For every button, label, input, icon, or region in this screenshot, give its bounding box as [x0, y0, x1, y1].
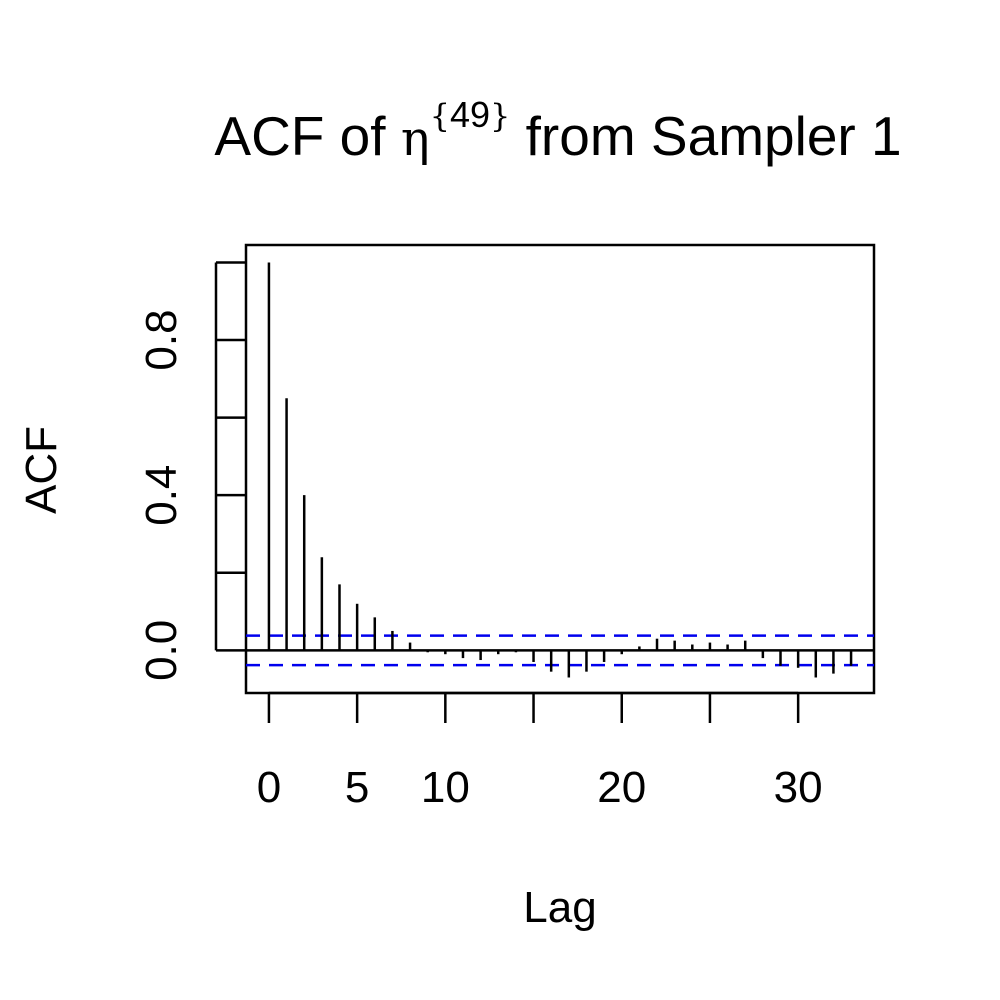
x-tick-label-0: 0 — [257, 763, 281, 812]
x-tick-label-5: 5 — [345, 763, 369, 812]
y-tick-label-0.4: 0.4 — [137, 465, 186, 526]
x-axis-label: Lag — [523, 883, 596, 932]
confidence-bounds — [246, 634, 874, 667]
x-axis: 0 5 10 20 30 — [257, 691, 823, 812]
acf-bars — [267, 262, 853, 678]
title-suffix: from Sampler 1 — [510, 105, 901, 167]
title-brace-close: } — [490, 97, 510, 135]
x-tick-label-10: 10 — [421, 763, 470, 812]
title-eta-symbol: η — [401, 111, 430, 167]
y-tick-label-0: 0.0 — [137, 620, 186, 681]
title-superscript: 49 — [450, 94, 490, 135]
title-brace-open: { — [430, 97, 450, 135]
y-tick-label-0.8: 0.8 — [137, 309, 186, 370]
title-prefix: ACF of — [214, 105, 400, 167]
y-axis: 0.0 0.4 0.8 — [137, 261, 246, 681]
x-tick-label-30: 30 — [774, 763, 823, 812]
y-axis-label: ACF — [17, 426, 66, 514]
chart-title: ACF of η{49} from Sampler 1 — [214, 94, 901, 167]
x-tick-label-20: 20 — [597, 763, 646, 812]
